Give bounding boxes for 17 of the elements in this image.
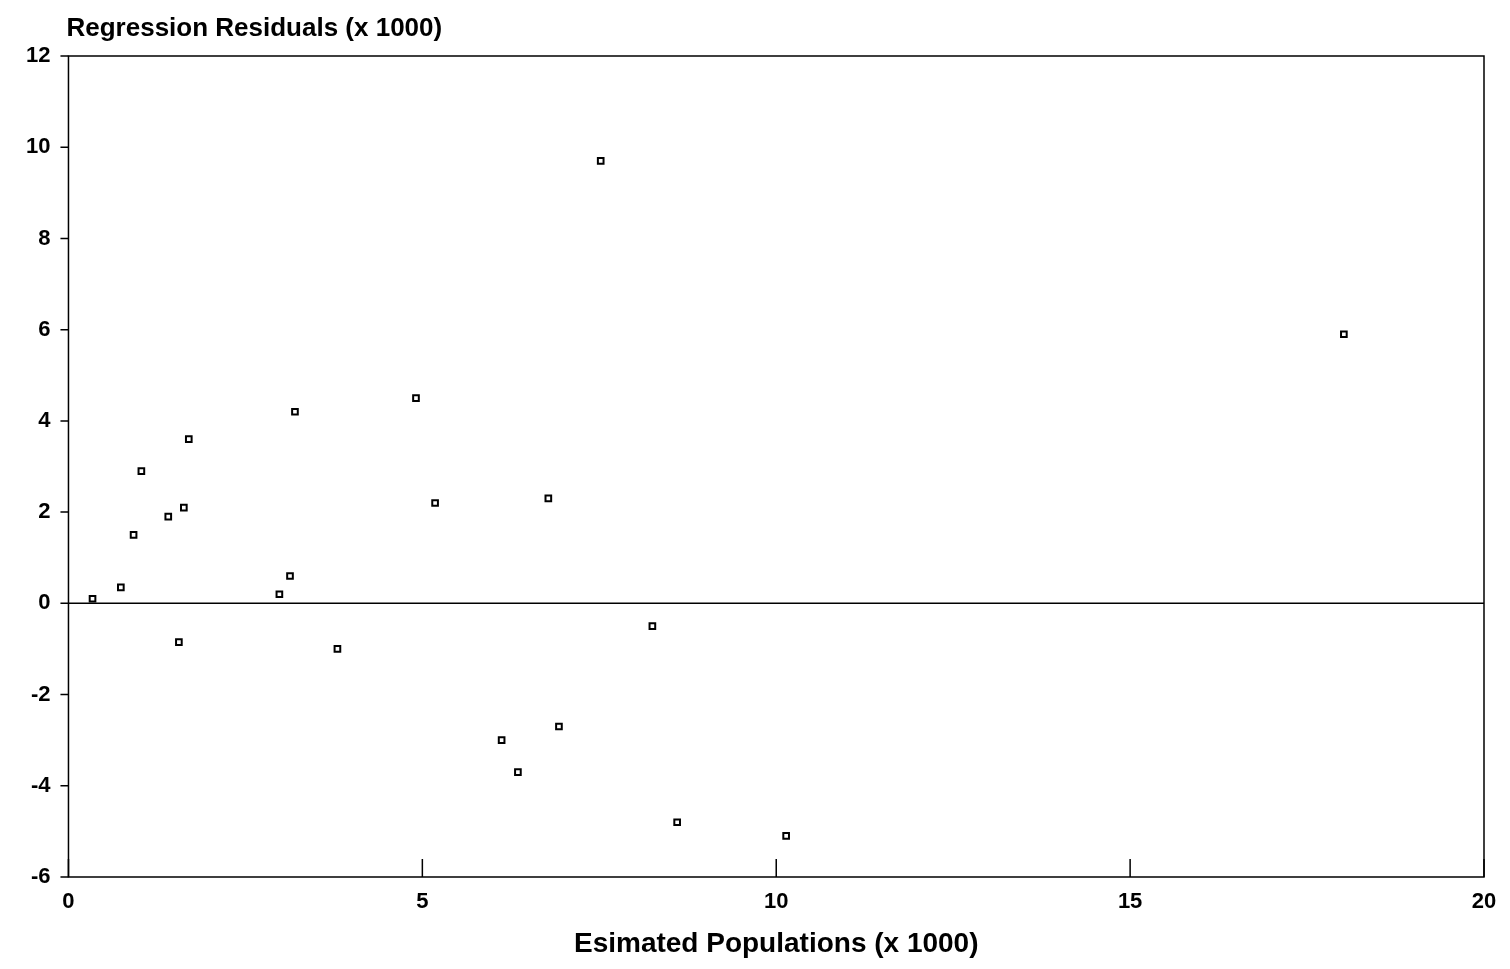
y-axis-title: Regression Residuals (x 1000) xyxy=(66,12,443,43)
y-tick-label: 10 xyxy=(25,133,51,159)
y-tick-label: -4 xyxy=(30,771,52,797)
y-tick-label: 8 xyxy=(38,224,51,250)
y-tick-label: 2 xyxy=(38,498,51,524)
y-tick-label: 4 xyxy=(38,406,52,432)
x-tick-label: 5 xyxy=(416,888,429,914)
x-tick-label: 10 xyxy=(763,888,789,914)
y-tick-label: 0 xyxy=(38,589,51,615)
x-tick-label: 20 xyxy=(1471,888,1497,914)
y-tick-label: 6 xyxy=(38,315,51,341)
x-axis-title: Esimated Populations (x 1000) xyxy=(573,926,979,958)
y-tick-label: -2 xyxy=(30,680,51,706)
x-tick-label: 0 xyxy=(62,888,75,914)
x-tick-label: 15 xyxy=(1117,888,1143,914)
y-tick-label: 12 xyxy=(25,42,51,68)
y-tick-label: -6 xyxy=(30,863,51,889)
